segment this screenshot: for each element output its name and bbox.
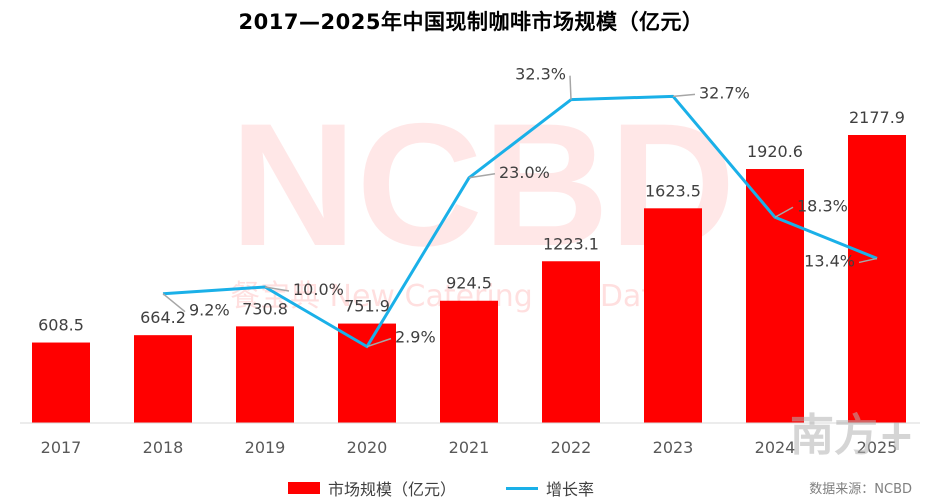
legend-label-line: 增长率	[546, 480, 595, 499]
x-tick-2024: 2024	[755, 438, 796, 457]
rate-label-2020: 2.9%	[395, 328, 436, 347]
legend: 市场规模（亿元） 增长率	[288, 476, 644, 500]
bar-2017	[32, 342, 90, 423]
bar-2023	[644, 208, 702, 423]
bar-2020	[338, 323, 396, 423]
bar-2022	[542, 261, 600, 423]
growth-rate-line	[162, 94, 878, 349]
rate-label-2022: 32.3%	[515, 65, 566, 84]
bar-label-2017: 608.5	[38, 316, 84, 335]
x-tick-2022: 2022	[551, 438, 592, 457]
rate-leader-2019	[264, 286, 290, 292]
x-tick-2023: 2023	[653, 438, 694, 457]
bar-2019	[236, 326, 294, 423]
legend-label-bar: 市场规模（亿元）	[328, 480, 457, 499]
bar-label-2025: 2177.9	[849, 108, 905, 127]
corner-watermark: 南方+	[790, 410, 915, 461]
legend-swatch-line	[506, 486, 539, 490]
bar-2021	[440, 300, 498, 423]
rate-label-2025: 13.4%	[804, 251, 855, 270]
x-tick-2018: 2018	[143, 438, 184, 457]
legend-item-line: 增长率	[506, 476, 594, 500]
legend-item-bar: 市场规模（亿元）	[288, 476, 456, 500]
bar-label-2023: 1623.5	[645, 181, 701, 200]
rate-label-2018: 9.2%	[189, 301, 230, 320]
rate-leader-2020	[366, 337, 392, 348]
bar-label-2019: 730.8	[242, 299, 288, 318]
x-tick-2019: 2019	[245, 438, 286, 457]
bar-label-2021: 924.5	[446, 274, 492, 293]
rate-label-2024: 18.3%	[797, 196, 848, 215]
x-tick-2020: 2020	[347, 438, 388, 457]
rate-label-2019: 10.0%	[293, 280, 344, 299]
legend-swatch-bar	[288, 482, 320, 494]
x-tick-2025: 2025	[857, 438, 898, 457]
rate-leader-2021	[468, 173, 496, 179]
bar-2025	[848, 135, 906, 423]
rate-label-2023: 32.7%	[699, 83, 750, 102]
bar-label-2024: 1920.6	[747, 142, 803, 161]
bar-label-2018: 664.2	[140, 308, 186, 327]
chart-title: 2017—2025年中国现制咖啡市场规模（亿元）	[238, 10, 704, 34]
x-tick-2021: 2021	[449, 438, 490, 457]
rate-leader-2023	[672, 93, 696, 98]
rate-leader-2024	[774, 206, 794, 218]
source-note: 数据来源：NCBD	[809, 482, 912, 497]
bar-2018	[134, 335, 192, 423]
rate-leader-2022	[569, 75, 572, 100]
rate-label-2021: 23.0%	[499, 163, 550, 182]
rate-leader-2025	[858, 257, 878, 264]
rate-leader-2018	[162, 293, 186, 313]
bar-label-2020: 751.9	[344, 297, 390, 316]
x-tick-2017: 2017	[41, 438, 82, 457]
bar-2024	[746, 169, 804, 423]
bar-label-2022: 1223.1	[543, 234, 599, 253]
